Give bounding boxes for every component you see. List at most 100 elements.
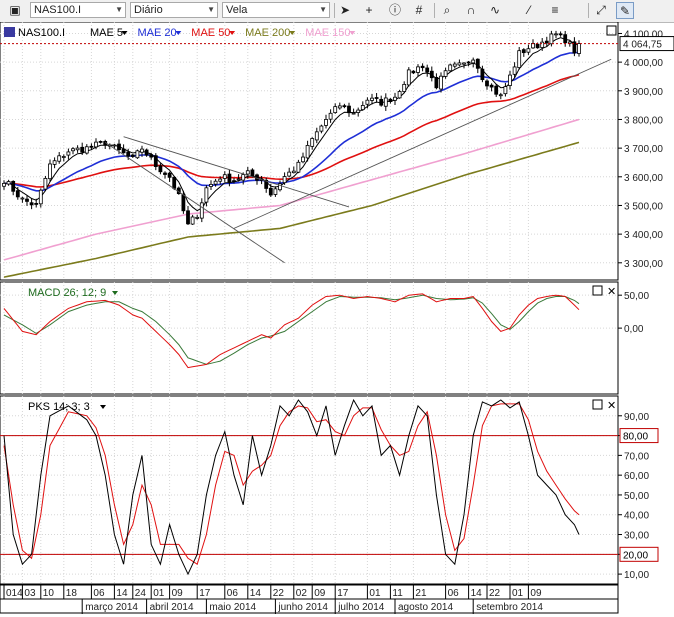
candle-body [347, 105, 351, 114]
crosshair-icon[interactable]: + [365, 3, 373, 17]
maximize-icon[interactable] [606, 25, 617, 36]
candle-body [130, 154, 135, 157]
chevron-down-icon[interactable] [229, 31, 236, 35]
toolbar-separator [434, 3, 435, 18]
price-tick-label: 4 000,00 [624, 58, 663, 69]
month-tick-label: abril 2014 [150, 602, 194, 613]
candle-body [167, 172, 172, 178]
candle-body [517, 50, 522, 68]
stoch-panel-frame [0, 395, 619, 585]
candle-body [268, 187, 273, 196]
chevron-down-icon[interactable] [100, 405, 106, 409]
day-tick-label: 09 [172, 588, 184, 599]
settings-icon[interactable]: ⤢ [596, 3, 606, 17]
chevron-down-icon[interactable] [121, 31, 128, 35]
price-tick-label: 3 600,00 [624, 173, 663, 184]
day-tick-label: 17 [337, 588, 349, 599]
trend-icon[interactable]: ⁄ [527, 3, 530, 17]
trendline[interactable] [233, 58, 612, 229]
line-style-icon[interactable]: ∿ [489, 3, 501, 17]
candle-body [558, 33, 563, 36]
candle-body [71, 148, 75, 152]
chevron-down-icon: ▼ [319, 5, 327, 14]
trendline[interactable] [104, 142, 285, 264]
symbol-label: NAS100.I [34, 4, 82, 16]
candle-body [135, 150, 140, 159]
candle-body [181, 193, 186, 212]
month-tick-label: julho 2014 [337, 602, 385, 613]
candle-body [360, 105, 365, 111]
candle-body [402, 83, 407, 92]
candle-body [489, 84, 494, 88]
candle-body [94, 141, 98, 148]
stoch-title: PKS 14; 3; 3 [28, 401, 90, 413]
symbol-icon [4, 27, 15, 37]
candle-body [222, 174, 227, 179]
stoch-tick-label: 50,00 [624, 491, 649, 502]
chevron-down-icon[interactable] [112, 291, 118, 295]
stoch-tick-label: 10,00 [624, 570, 649, 581]
candle-body [337, 105, 342, 109]
chart-area[interactable]: 3 300,00 3 400,00 3 500,00 3 600,00 3 700,00… [0, 21, 674, 614]
period-select[interactable]: Diário ▼ [130, 2, 218, 18]
candle-body [480, 68, 485, 81]
candle-body [75, 147, 80, 151]
candle-body [393, 96, 397, 101]
candle-body [80, 146, 85, 153]
candle-body [245, 170, 250, 175]
zoom-icon[interactable]: ⌕ [443, 3, 451, 17]
month-tick-label: março 2014 [85, 602, 138, 613]
candle-body [310, 138, 315, 147]
candle-body [61, 156, 66, 158]
legend-item-mae-150: MAE 150 [305, 27, 350, 39]
day-tick-label: 09 [530, 588, 542, 599]
candle-body [425, 67, 430, 73]
maximize-icon[interactable] [592, 285, 603, 296]
day-tick-label: 24 [135, 588, 147, 599]
grid-icon[interactable]: # [415, 3, 423, 17]
candle-body [572, 41, 577, 54]
candle-body [466, 61, 471, 64]
candle-body [57, 155, 62, 162]
candle-body [291, 170, 296, 174]
symbol-select[interactable]: NAS100.I ▼ [30, 2, 126, 18]
candle-body [213, 180, 218, 185]
maximize-icon[interactable] [592, 399, 603, 410]
arrow-cursor-icon[interactable]: ➤ [339, 3, 351, 17]
draw-line-icon[interactable]: ≡ [551, 3, 559, 17]
day-tick-label: 01 [369, 588, 381, 599]
magnet-icon[interactable]: ∩ [466, 3, 476, 17]
candle-body [250, 169, 255, 177]
legend-item-mae-200: MAE 200 [245, 27, 290, 39]
stoch-level-label: 20,00 [623, 550, 648, 561]
candle-body [420, 65, 425, 69]
chart-type-label: Vela [226, 4, 248, 16]
day-tick-label: 06 [448, 588, 460, 599]
candle-body [38, 189, 43, 205]
stoch-series-pct-d [3, 403, 580, 565]
candle-body [2, 182, 6, 187]
candle-body [241, 174, 246, 181]
close-icon: ✕ [607, 400, 616, 412]
day-tick-label: 06 [93, 588, 105, 599]
macd-tick-label: 0,00 [624, 324, 644, 335]
day-tick-label: 14 [471, 588, 483, 599]
chevron-down-icon[interactable] [349, 31, 356, 35]
active-tool-icon[interactable]: ✎ [616, 2, 634, 19]
candle-body [172, 176, 177, 189]
candle-body [498, 94, 503, 97]
chart-svg[interactable]: 3 300,00 3 400,00 3 500,00 3 600,00 3 700,00… [0, 21, 674, 614]
copy-icon[interactable]: ▣ [9, 3, 21, 17]
chart-type-select[interactable]: Vela ▼ [222, 2, 330, 18]
candle-body [448, 64, 453, 72]
chevron-down-icon[interactable] [175, 31, 182, 35]
info-icon[interactable]: ⓘ [388, 3, 401, 17]
chevron-down-icon[interactable] [289, 31, 296, 35]
candle-body [521, 49, 526, 54]
candle-body [531, 43, 535, 49]
candle-body [117, 143, 121, 150]
trendline[interactable] [123, 136, 350, 208]
candle-body [232, 180, 236, 183]
candle-body [351, 112, 356, 115]
candle-body [149, 154, 154, 158]
